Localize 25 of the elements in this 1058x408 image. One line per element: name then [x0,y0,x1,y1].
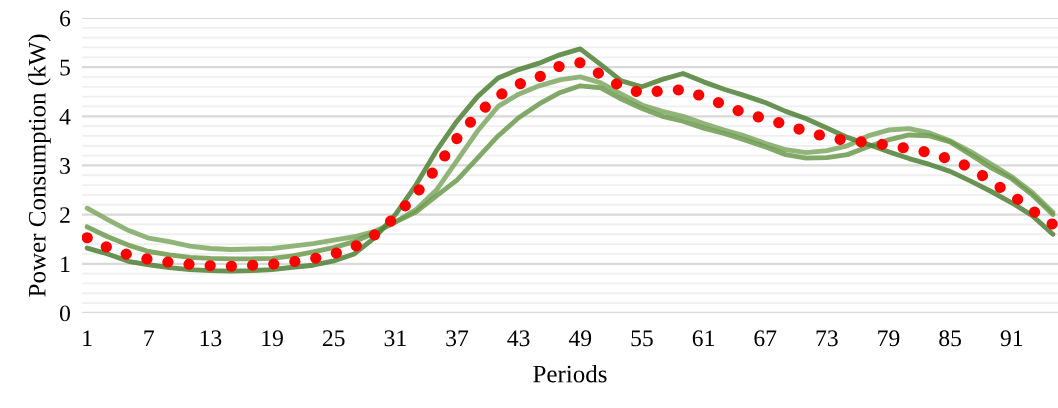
x-tick-label: 13 [200,330,222,347]
y-tick-label: 5 [60,59,70,76]
x-tick-label: 61 [692,330,714,347]
x-tick-label: 67 [754,330,777,347]
y-tick-label: 0 [59,305,70,322]
x-tick-label: 91 [1000,330,1023,347]
x-tick-label: 79 [878,330,900,347]
x-tick-label: 49 [568,330,592,347]
y-tick-label: 4 [59,108,71,125]
x-tick-label: 19 [262,330,283,347]
x-tick-label: 1 [83,330,92,346]
y-axis-title: Power Consumption (kW) [28,34,51,297]
x-tick-label: 85 [939,330,962,347]
y-tick-label: 2 [60,207,70,223]
x-tick-label: 43 [507,330,530,347]
x-tick-label: 31 [384,330,406,347]
x-tick-label: 37 [446,330,469,347]
x-tick-label: 55 [631,330,653,347]
x-tick-label: 73 [816,330,838,347]
y-tick-label: 1 [61,256,70,272]
y-tick-label: 6 [60,10,71,27]
x-tick-label: 25 [322,330,345,347]
x-axis-title: Periods [533,364,607,383]
x-tick-label: 7 [144,330,154,346]
y-tick-label: 3 [60,158,70,174]
